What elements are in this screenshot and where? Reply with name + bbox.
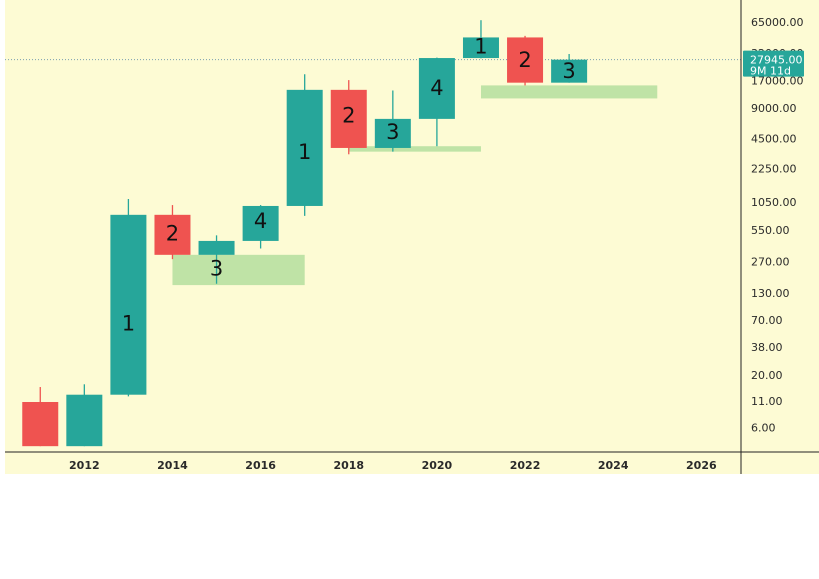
- y-tick-label: 550.00: [751, 224, 790, 237]
- wave-label: 4: [254, 209, 267, 233]
- candle-body: [462, 37, 499, 59]
- candle-body: [154, 214, 191, 255]
- candle-body: [374, 118, 411, 148]
- candle-body: [66, 394, 103, 447]
- candle-body: [330, 89, 367, 148]
- wave-labels: 1 2 3 4 1 2 3 4 1 2 3: [122, 34, 576, 335]
- x-tick-label: 2018: [333, 459, 364, 472]
- candle-body: [418, 58, 455, 119]
- x-tick-label: 2022: [510, 459, 541, 472]
- candle-body: [551, 59, 588, 83]
- wave-label: 4: [430, 76, 443, 100]
- wave-label: 2: [518, 48, 531, 72]
- candle-2019: [374, 90, 411, 152]
- last-price-badge-bg: [743, 50, 804, 77]
- y-tick-label: 130.00: [751, 287, 790, 300]
- candle-2013: [110, 198, 147, 397]
- candle-2016: [242, 205, 279, 249]
- candle-2017: [286, 74, 323, 216]
- y-tick-label: 4500.00: [751, 132, 797, 145]
- y-tick-label: 6.00: [751, 421, 776, 434]
- candle-2012: [66, 384, 103, 447]
- wave-label: 3: [562, 59, 575, 83]
- candle-2015: [198, 235, 235, 284]
- y-tick-label: 20.00: [751, 369, 783, 382]
- y-tick-label: 38.00: [751, 341, 783, 354]
- x-tick-label: 2016: [245, 459, 276, 472]
- candle-2022: [507, 35, 544, 86]
- wave-label: 1: [298, 140, 311, 164]
- candle-body: [242, 205, 279, 241]
- y-tick-label: 1050.00: [751, 196, 797, 209]
- candle-2014: [154, 205, 191, 260]
- x-tick-label: 2020: [422, 459, 453, 472]
- y-tick-label: 2250.00: [751, 163, 797, 176]
- wave-label: 2: [342, 104, 355, 128]
- x-axis[interactable]: 2012 2014 2016 2018 2020 2022 2024 2026: [69, 459, 717, 472]
- y-tick-label: 65000.00: [751, 16, 804, 29]
- last-price-badge: 27945.00 9M 11d: [743, 50, 804, 78]
- y-tick-label: 70.00: [751, 314, 783, 327]
- wave-label: 1: [122, 311, 135, 335]
- candle-2021: [462, 20, 499, 59]
- wave-label: 3: [210, 256, 223, 280]
- candle-body: [507, 37, 544, 83]
- candle-2011: [22, 387, 59, 447]
- candles: [22, 20, 588, 447]
- y-tick-label: 11.00: [751, 395, 783, 408]
- candle-body: [286, 89, 323, 206]
- last-price-value: 27945.00: [750, 54, 803, 67]
- support-zone-1: [172, 254, 305, 286]
- candle-2023: [551, 54, 588, 83]
- candle-countdown: 9M 11d: [750, 65, 791, 78]
- candle-body: [198, 240, 235, 255]
- y-tick-label: 9000.00: [751, 102, 797, 115]
- x-tick-label: 2014: [157, 459, 188, 472]
- y-tick-label: 17000.00: [751, 74, 804, 87]
- x-tick-label: 2026: [686, 459, 717, 472]
- candle-body: [110, 214, 147, 395]
- wave-label: 2: [166, 221, 179, 245]
- wave-label: 3: [386, 120, 399, 144]
- wave-label: 1: [474, 34, 487, 58]
- x-tick-label: 2024: [598, 459, 629, 472]
- candle-2018: [330, 80, 367, 155]
- support-zone-2: [348, 146, 481, 152]
- candle-2020: [418, 57, 455, 147]
- support-zones: [172, 85, 658, 286]
- candle-body: [22, 401, 59, 447]
- x-tick-label: 2012: [69, 459, 100, 472]
- y-tick-label: 270.00: [751, 255, 790, 268]
- support-zone-3: [480, 85, 658, 99]
